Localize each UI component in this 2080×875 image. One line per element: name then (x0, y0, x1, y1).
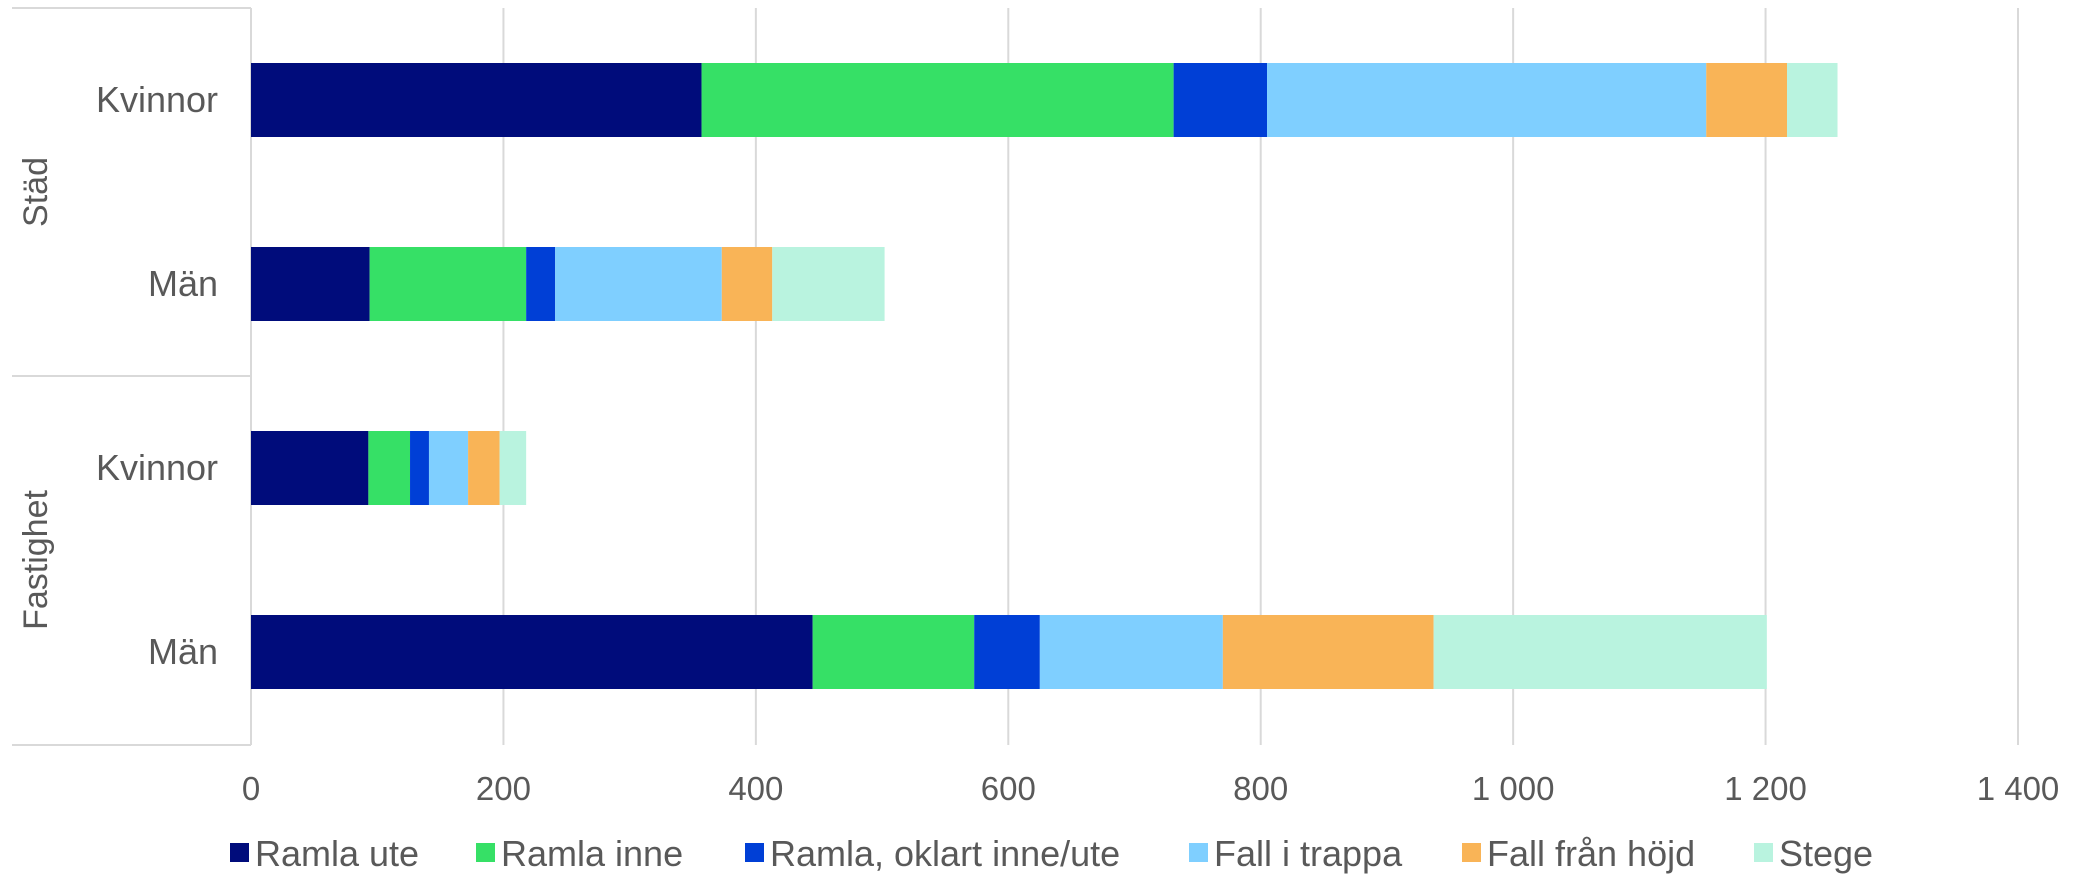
category-label: Män (148, 263, 218, 304)
bar-segment (701, 63, 1174, 137)
bar-segment (721, 247, 773, 321)
group-label: Städ (17, 157, 55, 227)
bar-segment (251, 63, 702, 137)
x-tick-label: 1 400 (1977, 770, 2060, 807)
legend-swatch (230, 843, 249, 862)
legend-label: Fall i trappa (1214, 833, 1403, 874)
x-axis-tick-labels: 0 200 400 600 800 1 000 1 200 1 400 (242, 770, 2059, 807)
bar-segment (368, 431, 411, 505)
x-tick-label: 400 (728, 770, 783, 807)
bar-segment (251, 247, 370, 321)
bar-segment (468, 431, 500, 505)
bar-segment (251, 431, 369, 505)
bar-segment (1267, 63, 1707, 137)
bar-segment (1222, 615, 1434, 689)
legend: Ramla ute Ramla inne Ramla, oklart inne/ut… (230, 833, 1873, 874)
legend-label: Ramla, oklart inne/ute (770, 833, 1120, 874)
category-label: Kvinnor (96, 79, 218, 120)
bar-segment (428, 431, 469, 505)
legend-swatch (1754, 843, 1773, 862)
legend-swatch (745, 843, 764, 862)
bar-segment (410, 431, 429, 505)
category-label: Män (148, 631, 218, 672)
bar-segment (526, 247, 556, 321)
x-tick-label: 200 (476, 770, 531, 807)
legend-swatch (1462, 843, 1481, 862)
bar-segment (369, 247, 527, 321)
legend-label: Fall från höjd (1487, 833, 1695, 874)
category-labels: Kvinnor Män Kvinnor Män (96, 79, 218, 672)
x-tick-label: 1 200 (1724, 770, 1807, 807)
bar-segment (974, 615, 1040, 689)
bar-segment (812, 615, 975, 689)
bar-segment (1173, 63, 1268, 137)
bar-segment (1706, 63, 1788, 137)
group-label: Fastighet (17, 490, 55, 630)
legend-label: Ramla inne (501, 833, 683, 874)
bar-segment (1433, 615, 1767, 689)
bars (251, 63, 1838, 689)
x-tick-label: 1 000 (1472, 770, 1555, 807)
category-label: Kvinnor (96, 447, 218, 488)
bar-segment (555, 247, 722, 321)
legend-swatch (476, 843, 495, 862)
x-tick-label: 0 (242, 770, 260, 807)
group-labels: Städ Fastighet (17, 157, 55, 630)
bar-segment (772, 247, 885, 321)
bar-segment (499, 431, 527, 505)
x-tick-label: 800 (1233, 770, 1288, 807)
legend-swatch (1189, 843, 1208, 862)
x-tick-label: 600 (981, 770, 1036, 807)
legend-label: Stege (1779, 833, 1873, 874)
bar-segment (1039, 615, 1223, 689)
bar-segment (251, 615, 813, 689)
legend-label: Ramla ute (255, 833, 419, 874)
bar-segment (1787, 63, 1838, 137)
